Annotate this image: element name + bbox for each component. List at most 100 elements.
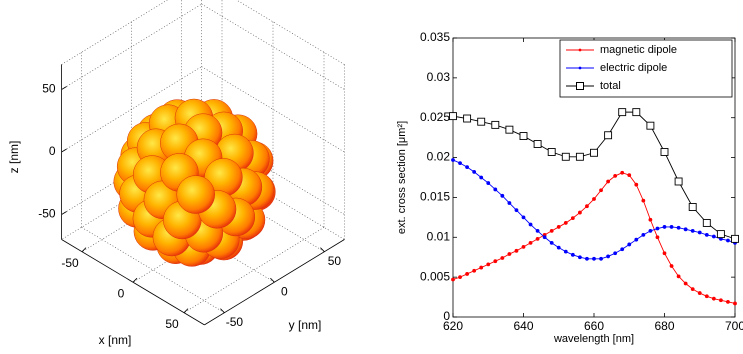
marker: [677, 226, 680, 229]
marker: [712, 235, 715, 238]
marker: [642, 199, 645, 202]
y-tick-label: 0.01: [427, 229, 451, 243]
marker: [698, 292, 701, 295]
marker: [614, 175, 617, 178]
marker: [487, 263, 490, 266]
marker: [628, 174, 631, 177]
marker: [614, 252, 617, 255]
marker: [689, 203, 696, 210]
marker: [494, 260, 497, 263]
marker: [529, 223, 532, 226]
marker: [515, 249, 518, 252]
z-tick-label: -50: [38, 207, 56, 221]
marker: [607, 255, 610, 258]
marker: [635, 183, 638, 186]
x-axis-label: wavelength [nm]: [553, 333, 634, 345]
marker: [508, 253, 511, 256]
marker: [703, 219, 710, 226]
marker: [494, 188, 497, 191]
marker: [712, 297, 715, 300]
y-axis-label: ext. cross section [μm²]: [396, 121, 408, 234]
z-tick: [62, 149, 67, 152]
marker: [663, 252, 666, 255]
marker: [478, 118, 485, 125]
x-tick-label: 0: [118, 286, 125, 300]
marker: [628, 243, 631, 246]
marker: [466, 166, 469, 169]
x-axis-label: x [nm]: [99, 333, 132, 347]
marker: [586, 257, 589, 260]
marker: [734, 302, 737, 305]
marker: [452, 278, 455, 281]
x-tick-label: 620: [443, 319, 463, 333]
marker: [593, 198, 596, 201]
legend-marker: [577, 83, 584, 90]
marker: [473, 171, 476, 174]
marker: [621, 171, 624, 174]
marker: [501, 257, 504, 260]
y-tick-label: 0.005: [420, 269, 450, 283]
marker: [571, 217, 574, 220]
marker: [550, 230, 553, 233]
marker: [727, 300, 730, 303]
marker: [576, 153, 583, 160]
y-tick-label: 0.02: [427, 150, 451, 164]
marker: [649, 218, 652, 221]
marker: [586, 205, 589, 208]
marker: [579, 256, 582, 259]
z-tick-label: 0: [49, 144, 56, 158]
marker: [649, 230, 652, 233]
marker: [600, 257, 603, 260]
marker: [647, 122, 654, 129]
y-tick-label: 0: [281, 284, 288, 298]
marker: [684, 228, 687, 231]
marker: [534, 141, 541, 148]
legend-marker: [579, 49, 582, 52]
marker: [571, 253, 574, 256]
page: {"chart_data": [ {"type": "scatter3d", "…: [0, 0, 743, 354]
marker: [473, 269, 476, 272]
marker: [464, 115, 471, 122]
marker: [501, 194, 504, 197]
marker: [480, 266, 483, 269]
x-tick-label: 50: [165, 317, 179, 331]
legend-label: electric dipole: [600, 62, 667, 74]
marker: [698, 231, 701, 234]
marker: [536, 237, 539, 240]
marker: [522, 216, 525, 219]
y-tick-label: 0.025: [420, 110, 450, 124]
marker: [543, 236, 546, 239]
marker: [656, 227, 659, 230]
marker: [663, 226, 666, 229]
x-tick-label: 660: [584, 319, 604, 333]
x-tick: [133, 278, 137, 282]
x-tick-label: -50: [61, 256, 79, 270]
marker: [633, 109, 640, 116]
marker: [515, 209, 518, 212]
marker: [450, 113, 457, 120]
marker: [562, 153, 569, 160]
marker: [550, 241, 553, 244]
marker: [619, 109, 626, 116]
marker: [459, 276, 462, 279]
marker: [605, 132, 612, 139]
marker: [656, 236, 659, 239]
x-tick-label: 700: [725, 319, 743, 333]
marker: [691, 288, 694, 291]
marker: [727, 239, 730, 242]
marker: [720, 299, 723, 302]
marker: [670, 265, 673, 268]
marker: [635, 238, 638, 241]
marker: [579, 211, 582, 214]
x-tick-label: 640: [513, 319, 533, 333]
y-tick-label: 0.03: [427, 70, 451, 84]
sphere: [177, 176, 215, 214]
marker: [452, 159, 455, 162]
y-axis-label: y [nm]: [289, 318, 322, 332]
marker: [705, 233, 708, 236]
marker: [677, 275, 680, 278]
marker: [536, 230, 539, 233]
z-tick: [62, 212, 67, 215]
marker: [691, 230, 694, 233]
